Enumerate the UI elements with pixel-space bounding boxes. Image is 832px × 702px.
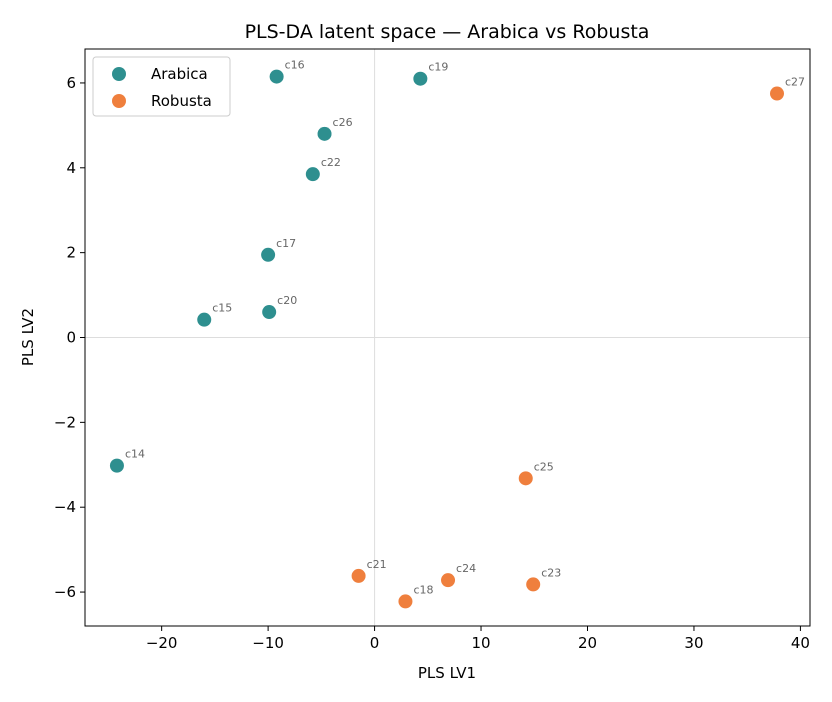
point-label-c26: c26 [333,116,353,129]
data-point-c21 [351,568,366,583]
y-axis-label: PLS LV2 [19,308,37,366]
data-point-c19 [413,71,428,86]
x-tick-label: 30 [684,634,703,652]
point-label-c20: c20 [277,294,297,307]
point-label-c19: c19 [428,61,448,74]
data-point-c15 [197,312,212,327]
point-label-c18: c18 [413,583,433,596]
y-tick-label: 4 [66,159,76,177]
x-tick-label: 10 [471,634,490,652]
x-tick-label: 0 [370,634,380,652]
data-points: c16 c19 c26 c22 c17 c20 c15 c14 c27 c25 c21 c24 c23 c… [109,59,805,609]
zero-lines [85,49,810,626]
data-point-c23 [526,577,541,592]
point-label-c16: c16 [285,59,305,72]
point-label-c17: c17 [276,237,296,250]
x-tick-label: −10 [252,634,284,652]
y-tick-label: −4 [54,498,76,516]
legend-label-arabica: Arabica [151,65,208,83]
data-point-c17 [261,247,276,262]
legend-marker-robusta [112,94,126,108]
chart-title: PLS-DA latent space — Arabica vs Robusta [245,21,650,43]
legend-box [92,56,231,117]
point-label-c15: c15 [212,302,232,315]
legend: Arabica Robusta [92,56,231,117]
point-label-c14: c14 [125,448,145,461]
data-point-c16 [269,69,284,84]
y-tick-label: 0 [66,329,76,347]
data-point-c18 [398,594,413,609]
legend-label-robusta: Robusta [151,92,212,110]
x-axis-label: PLS LV1 [418,664,476,682]
x-tick-label: −20 [146,634,178,652]
data-point-c14 [109,458,124,473]
x-axis-ticks: −20 −10 0 10 20 30 40 [146,626,810,652]
y-axis-ticks: −6 −4 −2 0 2 4 6 [54,74,85,601]
point-label-c27: c27 [785,76,805,89]
x-tick-label: 40 [791,634,810,652]
y-tick-label: −2 [54,413,76,431]
x-tick-label: 20 [578,634,597,652]
data-point-c20 [262,305,277,320]
legend-marker-arabica [112,67,126,81]
data-point-c26 [317,126,332,141]
point-label-c22: c22 [321,156,341,169]
y-tick-label: 2 [66,244,76,262]
data-point-c27 [769,86,784,101]
point-label-c21: c21 [367,558,387,571]
y-tick-label: 6 [66,74,76,92]
data-point-c24 [441,573,456,588]
y-tick-label: −6 [54,583,76,601]
point-label-c23: c23 [541,566,561,579]
point-label-c24: c24 [456,562,476,575]
data-point-c25 [518,471,533,486]
data-point-c22 [305,167,320,182]
point-label-c25: c25 [534,460,554,473]
